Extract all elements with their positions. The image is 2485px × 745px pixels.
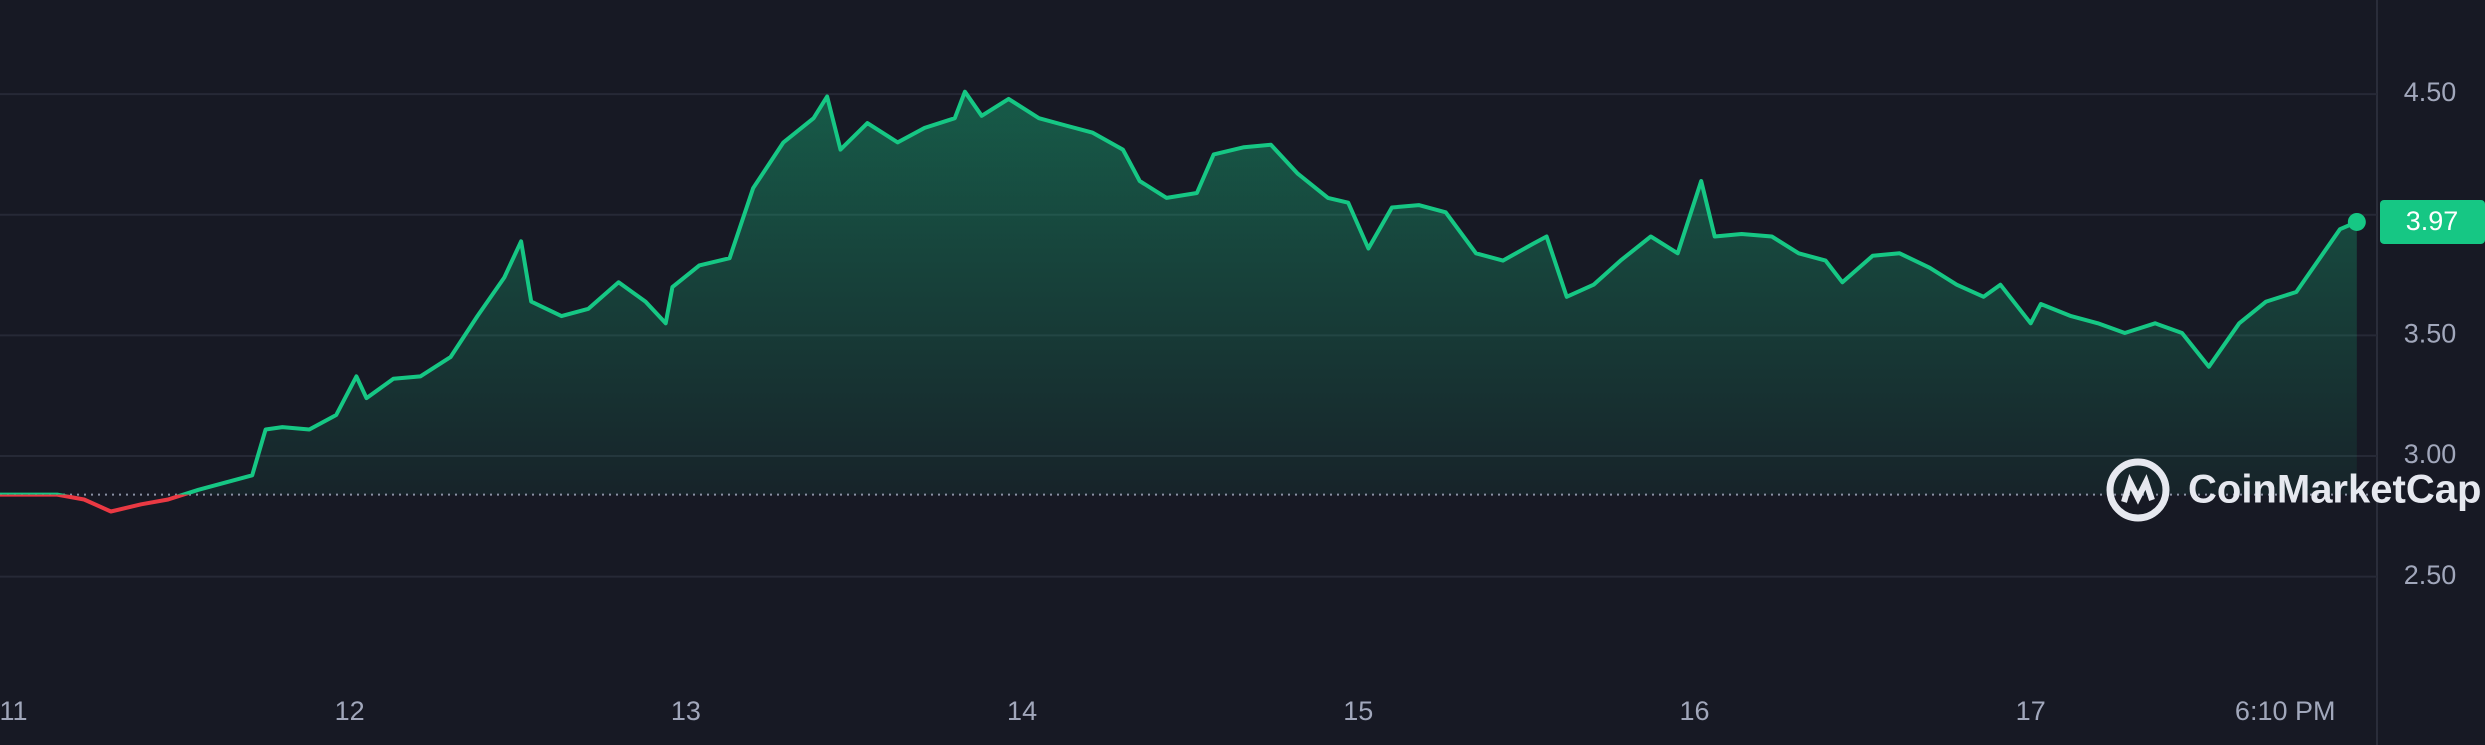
x-tick-label: 17 bbox=[2016, 696, 2046, 726]
last-point bbox=[2347, 212, 2366, 231]
y-tick-label: 3.00 bbox=[2404, 439, 2457, 469]
x-tick-label: 11 bbox=[0, 696, 27, 726]
watermark: CoinMarketCap bbox=[2188, 468, 2481, 512]
x-tick-label: 12 bbox=[335, 696, 365, 726]
x-tick-label: 16 bbox=[1679, 696, 1709, 726]
price-line bbox=[0, 89, 2358, 495]
y-tick-label: 4.50 bbox=[2404, 77, 2457, 107]
watermark-logo bbox=[2106, 458, 2170, 522]
price-badge bbox=[2380, 199, 2485, 244]
x-tick-label: 13 bbox=[671, 696, 701, 726]
price-badge-label: 3.97 bbox=[2406, 206, 2459, 236]
y-tick-label: 3.50 bbox=[2404, 319, 2457, 349]
x-tick-label: 15 bbox=[1343, 696, 1373, 726]
y-tick-label: 2.50 bbox=[2404, 560, 2457, 590]
area bbox=[0, 91, 2357, 495]
x-tick-label: 6:10 PM bbox=[2235, 696, 2336, 726]
x-tick-label: 14 bbox=[1007, 696, 1037, 726]
